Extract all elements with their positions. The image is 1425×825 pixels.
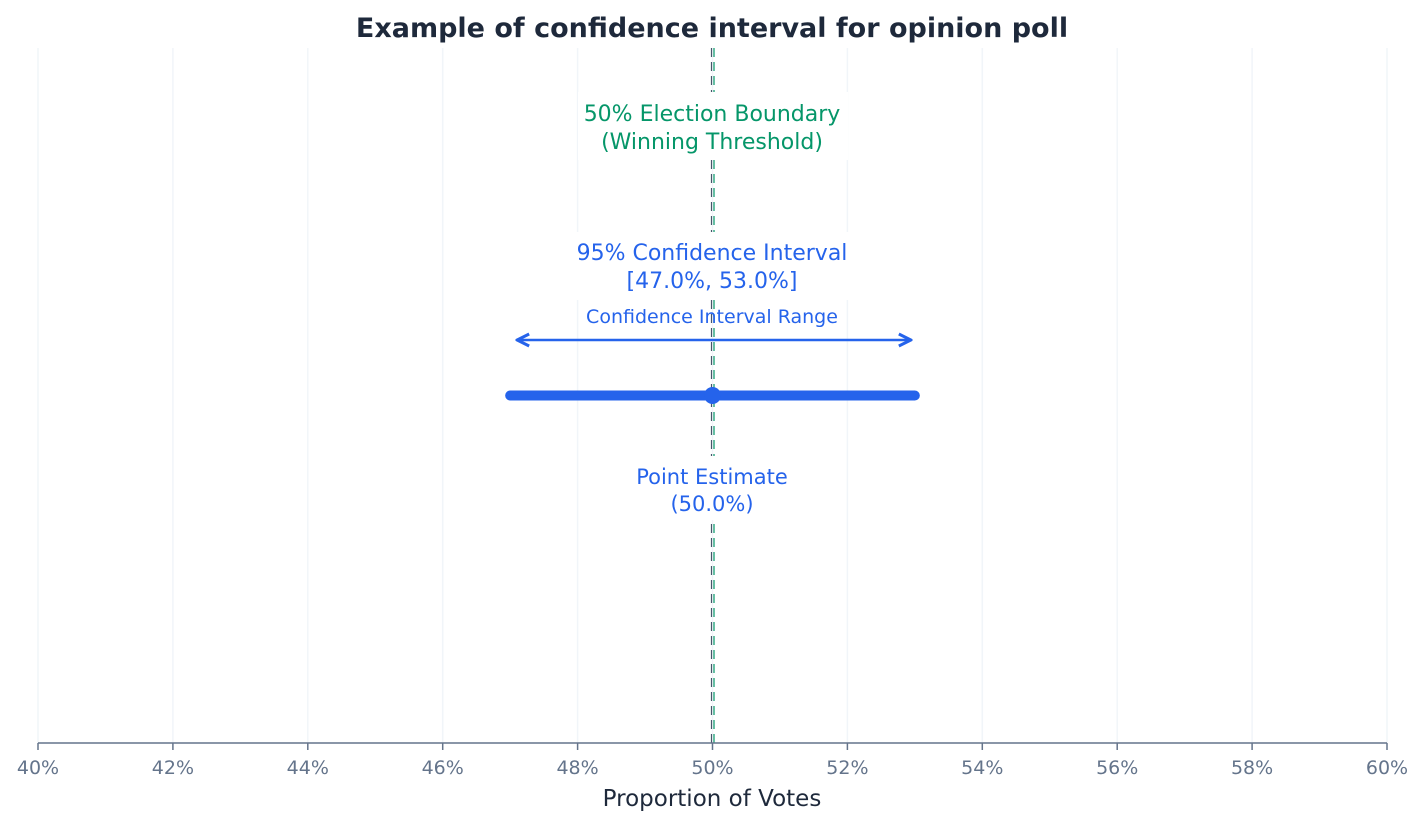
- threshold-lines: [710, 48, 715, 743]
- point-label-line2: (50.0%): [670, 492, 753, 516]
- point-annotation: Point Estimate (50.0%): [625, 456, 800, 520]
- x-tick-label: 52%: [826, 757, 868, 779]
- threshold-annotation: 50% Election Boundary (Winning Threshold…: [578, 92, 848, 160]
- chart-title: Example of confidence interval for opini…: [356, 13, 1068, 44]
- ci-label-line1: 95% Confidence Interval: [577, 241, 848, 266]
- x-tick-label: 60%: [1366, 757, 1408, 779]
- threshold-label-line2: (Winning Threshold): [601, 130, 823, 155]
- x-tick-label: 44%: [287, 757, 329, 779]
- x-tick-label: 46%: [422, 757, 464, 779]
- x-tick-label: 48%: [556, 757, 598, 779]
- interval-marks: [505, 340, 920, 404]
- point-estimate-marker: [704, 387, 721, 404]
- x-tick-label: 50%: [691, 757, 733, 779]
- range-label: Confidence Interval Range: [586, 306, 838, 328]
- x-tick-label: 58%: [1231, 757, 1273, 779]
- x-axis: 40% 42% 44% 46% 48% 50% 52% 54% 56% 58% 60%: [17, 742, 1408, 779]
- threshold-label-line1: 50% Election Boundary: [584, 102, 841, 127]
- x-tick-label: 40%: [17, 757, 59, 779]
- x-tick-label: 42%: [152, 757, 194, 779]
- x-tick-label: 54%: [961, 757, 1003, 779]
- x-axis-label: Proportion of Votes: [603, 786, 822, 812]
- ci-annotation: 95% Confidence Interval [47.0%, 53.0%]: [555, 232, 870, 300]
- ci-label-line2: [47.0%, 53.0%]: [627, 269, 798, 294]
- x-tick-label: 56%: [1096, 757, 1138, 779]
- point-label-line1: Point Estimate: [636, 465, 788, 489]
